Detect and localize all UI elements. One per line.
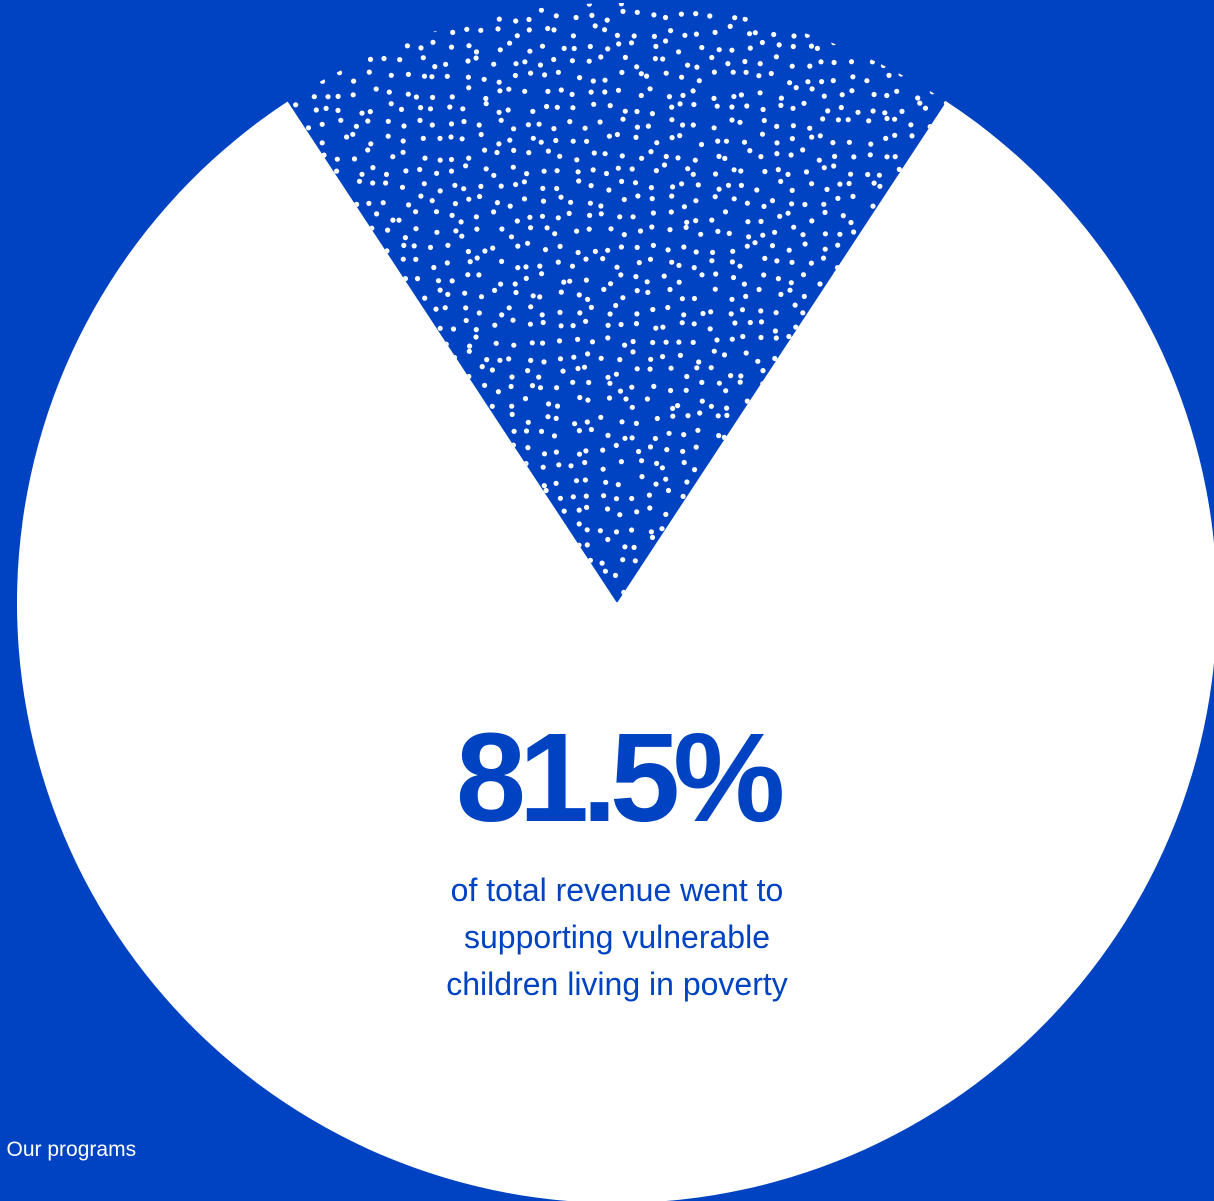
page-number: 6 — [0, 1138, 1, 1162]
pie-slice-main — [17, 101, 1214, 1201]
caption-line-3: children living in poverty — [446, 966, 788, 1002]
stat-caption: of total revenue went to supporting vuln… — [0, 867, 1214, 1008]
page-footer: 6 Our programs — [0, 1138, 136, 1162]
caption-line-2: supporting vulnerable — [464, 919, 770, 955]
section-title: Our programs — [6, 1138, 137, 1161]
stat-value: 81.5% — [455, 707, 785, 848]
pie-slice-dotted — [287, 2, 947, 603]
caption-line-1: of total revenue went to — [450, 872, 784, 908]
